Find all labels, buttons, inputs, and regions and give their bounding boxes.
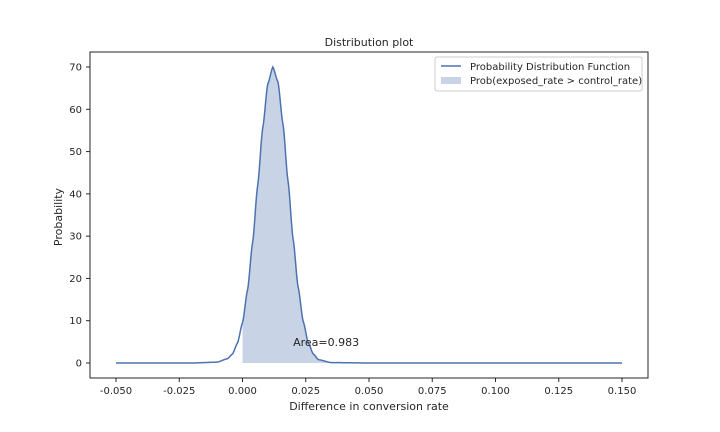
y-axis: 0 10 20 30 40 50 60 70 <box>69 63 90 370</box>
x-tick-label: -0.025 <box>163 386 195 397</box>
legend-swatch-fill <box>441 77 461 84</box>
y-tick-label: 20 <box>69 274 82 285</box>
x-tick-label: 0.025 <box>291 386 320 397</box>
legend-label-area: Prob(exposed_rate > control_rate) <box>470 76 642 87</box>
x-axis-title: Difference in conversion rate <box>289 400 449 413</box>
axes-frame <box>89 51 649 379</box>
legend-label-pdf: Probability Distribution Function <box>470 62 630 73</box>
y-tick-label: 50 <box>69 147 82 158</box>
chart-title: Distribution plot <box>325 36 414 49</box>
area-annotation: Area=0.983 <box>293 336 359 349</box>
x-tick-label: 0.050 <box>355 386 384 397</box>
x-tick-label: -0.050 <box>100 386 132 397</box>
y-tick-label: 0 <box>76 359 82 370</box>
probability-area-fill <box>242 67 622 363</box>
y-tick-label: 60 <box>69 105 82 116</box>
x-axis: -0.050 -0.025 0.000 0.025 0.050 0.075 0.100 0.1… <box>100 378 636 397</box>
x-tick-label: 0.100 <box>481 386 510 397</box>
legend: Probability Distribution Function Prob(e… <box>434 56 643 92</box>
y-tick-label: 30 <box>69 232 82 243</box>
x-tick-label: 0.000 <box>228 386 257 397</box>
legend-box <box>434 56 643 92</box>
y-tick-label: 70 <box>69 63 82 74</box>
x-tick-label: 0.150 <box>608 386 637 397</box>
y-tick-label: 10 <box>69 316 82 327</box>
pdf-line <box>116 65 622 364</box>
x-tick-label: 0.075 <box>418 386 447 397</box>
y-tick-label: 40 <box>69 189 82 200</box>
y-axis-title: Probability <box>52 187 65 246</box>
x-tick-label: 0.125 <box>544 386 573 397</box>
plot-area <box>116 65 622 364</box>
